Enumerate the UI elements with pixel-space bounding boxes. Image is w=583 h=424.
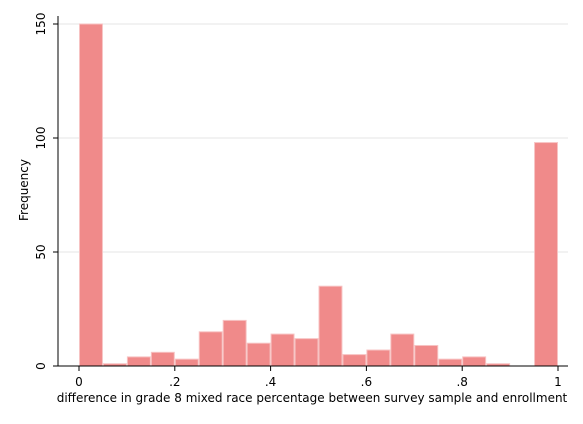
histogram-bar [150,351,175,367]
x-tick-label: 0 [75,375,83,389]
histogram-bar [246,342,271,367]
histogram-bar [198,331,223,367]
x-tick-label: .4 [265,375,276,389]
histogram-bar [126,356,151,367]
y-tick-label: 150 [34,13,48,36]
histogram-bar [79,23,103,367]
x-tick-label: 1 [554,375,562,389]
x-tick-label: .2 [169,375,180,389]
histogram-bar [294,338,319,367]
histogram-bar [342,354,367,367]
x-tick-label: .8 [456,375,467,389]
y-axis-label: Frequency [17,159,31,221]
histogram-bar [438,358,463,367]
histogram-bar [174,358,199,367]
histogram-bar [318,285,343,367]
histogram-bar [390,333,415,367]
histogram-bar [534,142,558,367]
gridlines [58,23,568,253]
y-axis-ticks: 0 50 100 150 [34,13,58,370]
histogram-bars [79,23,558,367]
x-axis-label: difference in grade 8 mixed race percent… [57,391,568,405]
histogram-bar [414,344,439,367]
histogram-bar [366,349,391,367]
histogram-bar [222,319,247,367]
histogram-bar [270,333,295,367]
y-tick-label: 100 [34,127,48,150]
x-axis-ticks: 0 .2 .4 .6 .8 1 [75,366,562,389]
y-tick-label: 0 [34,362,48,370]
histogram-bar [462,356,487,367]
y-tick-label: 50 [34,244,48,259]
x-tick-label: .6 [361,375,372,389]
